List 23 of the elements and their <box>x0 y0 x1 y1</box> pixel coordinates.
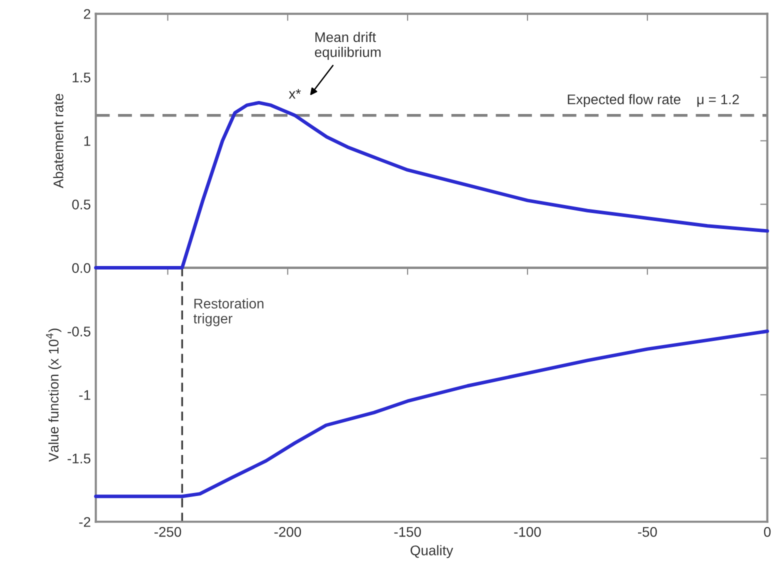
x-tick-label: -200 <box>274 526 302 537</box>
y-tick-label: -1.5 <box>68 454 90 464</box>
ref-line-label: Restoration trigger <box>193 298 264 326</box>
y-tick-label: 0.5 <box>72 200 90 210</box>
y-axis-title: Value function (x 10$^{4}$) <box>46 328 62 462</box>
x-tick-label: 0 <box>764 526 771 537</box>
y-tick-label: 1.5 <box>72 72 90 82</box>
line-series <box>94 330 770 498</box>
x-tick-label: -150 <box>394 526 421 537</box>
y-tick-label: 0.0 <box>72 263 90 273</box>
x-axis-title: Quality <box>410 545 454 558</box>
y-tick-label: -0.5 <box>68 326 90 336</box>
ref-line-label: Expected flow rate μ = 1.2 <box>568 94 739 108</box>
x-tick-label: -100 <box>514 526 541 537</box>
x-tick-label: -250 <box>154 526 182 537</box>
annotation: x* <box>288 89 301 99</box>
y-tick-label: 2 <box>84 9 90 19</box>
y-tick-label: 1 <box>84 136 90 146</box>
y-axis-title: Abatement rate <box>53 94 64 188</box>
y-tick-label: -1 <box>79 390 90 400</box>
x-tick-label: -50 <box>638 526 657 537</box>
annotation: Mean drift equilibrium <box>314 32 381 60</box>
y-tick-label: -2 <box>79 517 90 527</box>
